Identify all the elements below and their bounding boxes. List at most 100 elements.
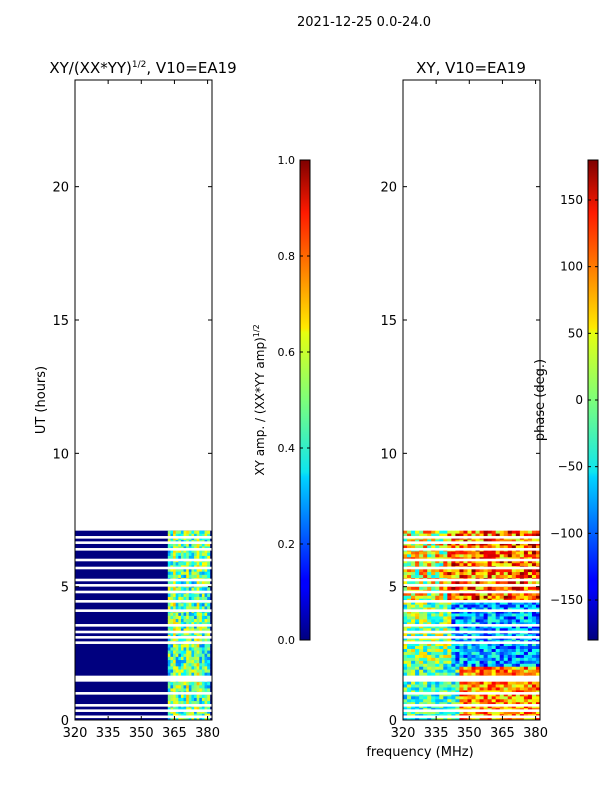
phase-cell xyxy=(443,646,448,650)
amplitude-cell xyxy=(191,571,195,576)
amplitude-cell xyxy=(173,663,177,667)
phase-cell xyxy=(515,684,521,688)
phase-cell xyxy=(411,684,416,688)
phase-cell xyxy=(443,666,448,671)
amplitude-cell xyxy=(199,650,203,655)
phase-cell xyxy=(491,554,497,558)
amplitude-cell xyxy=(194,637,198,642)
amplitude-cell xyxy=(183,663,187,667)
phase-cell xyxy=(499,705,505,709)
phase-cell xyxy=(435,634,440,638)
amplitude-cell xyxy=(175,631,179,636)
phase-cell xyxy=(535,530,540,535)
amplitude-cell xyxy=(167,653,171,658)
phase-cell xyxy=(431,649,436,653)
amplitude-cell xyxy=(180,663,184,667)
phase-cell xyxy=(519,595,525,600)
phase-cell xyxy=(471,663,476,668)
phase-cell xyxy=(487,563,493,567)
amplitude-cell xyxy=(180,697,184,702)
phase-cell xyxy=(519,607,525,611)
amplitude-cell xyxy=(183,647,187,651)
phase-cell xyxy=(507,580,513,585)
phase-cell xyxy=(479,610,484,614)
phase-cell xyxy=(535,646,540,650)
phase-cell xyxy=(523,717,529,720)
phase-cell xyxy=(507,711,513,715)
phase-cell xyxy=(459,563,464,567)
phase-cell xyxy=(463,705,468,709)
phase-cell xyxy=(467,681,472,685)
amplitude-cell xyxy=(173,596,177,601)
phase-cell xyxy=(511,619,517,623)
phase-cell xyxy=(419,628,424,632)
phase-cell xyxy=(419,711,424,715)
amplitude-cell xyxy=(180,701,184,705)
amplitude-xtick-label: 365 xyxy=(162,726,187,741)
phase-cell xyxy=(439,669,444,674)
phase-cell xyxy=(475,586,480,591)
phase-cell xyxy=(523,601,529,606)
phase-cell xyxy=(407,610,412,614)
amplitude-cell xyxy=(204,697,208,702)
amplitude-cell xyxy=(167,552,171,557)
amplitude-cell xyxy=(188,682,192,686)
phase-cell xyxy=(427,649,432,653)
phase-gap-row xyxy=(403,536,540,539)
phase-cell xyxy=(447,717,452,720)
phase-cell xyxy=(523,711,529,715)
phase-cell xyxy=(531,663,537,668)
phase-cell xyxy=(511,660,517,665)
amplitude-cell xyxy=(207,543,211,547)
amplitude-cell xyxy=(183,650,187,655)
amplitude-cell xyxy=(196,615,200,620)
amplitude-cell xyxy=(183,716,187,720)
phase-cell xyxy=(523,604,529,608)
phase-cell xyxy=(463,657,468,662)
phase-cell xyxy=(403,666,408,671)
phase-cell xyxy=(415,693,420,697)
phase-gap-row xyxy=(403,558,540,562)
amplitude-cell xyxy=(170,574,174,579)
phase-cell xyxy=(427,666,432,671)
phase-cell xyxy=(439,572,444,576)
phase-cell xyxy=(515,654,521,659)
phase-cell xyxy=(419,646,424,650)
phase-cell xyxy=(515,586,521,591)
phase-cell xyxy=(487,687,493,691)
amplitude-cell xyxy=(194,615,198,620)
phase-cell xyxy=(427,542,432,546)
amplitude-cell xyxy=(188,666,192,670)
phase-cell xyxy=(403,569,408,573)
amplitude-cell xyxy=(188,552,192,557)
amplitude-colorbar-tick-label: 0.6 xyxy=(278,346,296,359)
phase-cell xyxy=(411,616,416,620)
phase-cell xyxy=(527,663,533,668)
phase-cell xyxy=(423,539,428,543)
phase-cell xyxy=(427,672,432,677)
phase-cell xyxy=(471,672,476,677)
phase-cell xyxy=(419,560,424,564)
phase-cell xyxy=(503,575,509,579)
phase-cell xyxy=(515,705,521,709)
phase-cell xyxy=(415,649,420,653)
phase-cell xyxy=(411,628,416,632)
phase-cell xyxy=(479,604,484,608)
phase-cell xyxy=(415,651,420,656)
phase-cell xyxy=(495,551,501,555)
amplitude-gap-row xyxy=(75,692,212,695)
phase-cell xyxy=(411,696,416,700)
amplitude-cell xyxy=(207,530,211,535)
phase-cell xyxy=(407,551,412,555)
phase-cell xyxy=(427,651,432,656)
phase-cell xyxy=(467,634,472,638)
amplitude-cell xyxy=(180,581,184,585)
amplitude-cell xyxy=(191,628,195,633)
phase-cell xyxy=(435,654,440,659)
phase-cell xyxy=(459,669,464,674)
amplitude-gap-row xyxy=(75,558,212,562)
amplitude-cell xyxy=(186,581,190,585)
amplitude-cell xyxy=(201,562,205,566)
amplitude-cell xyxy=(207,653,211,658)
amplitude-ylabel: UT (hours) xyxy=(34,366,49,434)
